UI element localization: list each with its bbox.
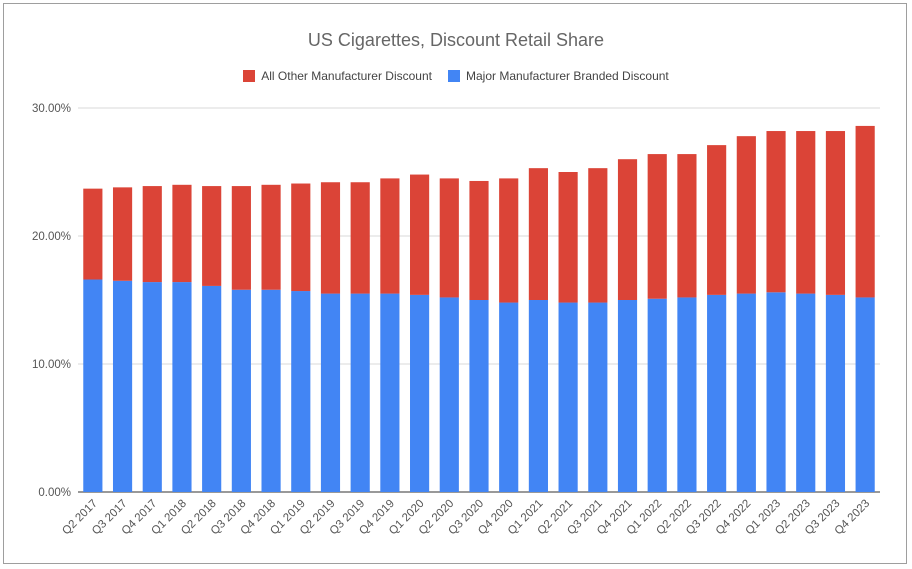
legend-label-all-other: All Other Manufacturer Discount: [261, 69, 432, 83]
bar-major-branded-discount: [469, 300, 489, 492]
bar-all-other-discount: [410, 174, 430, 295]
bar-all-other-discount: [825, 131, 846, 295]
bar-all-other-discount: [796, 131, 816, 294]
bar-all-other-discount: [707, 145, 727, 295]
bar-major-branded-discount: [736, 293, 756, 492]
chart-legend: All Other Manufacturer Discount Major Ma…: [0, 69, 912, 83]
bar-all-other-discount: [172, 184, 192, 283]
bar-major-branded-discount: [825, 294, 846, 492]
bar-all-other-discount: [83, 188, 103, 280]
bar-major-branded-discount: [172, 282, 192, 492]
bar-major-branded-discount: [499, 302, 519, 492]
bar-major-branded-discount: [707, 294, 727, 492]
bar-major-branded-discount: [558, 302, 578, 492]
bar-all-other-discount: [558, 172, 578, 303]
bar-major-branded-discount: [261, 289, 281, 492]
bar-major-branded-discount: [647, 298, 667, 492]
bar-all-other-discount: [677, 154, 697, 298]
y-tick-label: 0.00%: [38, 487, 71, 499]
bar-major-branded-discount: [410, 294, 430, 492]
bar-major-branded-discount: [112, 280, 133, 492]
bar-major-branded-discount: [202, 285, 222, 492]
bar-all-other-discount: [320, 182, 341, 294]
bar-major-branded-discount: [617, 300, 638, 492]
bar-major-branded-discount: [528, 300, 548, 492]
bar-all-other-discount: [528, 168, 548, 300]
bar-major-branded-discount: [855, 297, 875, 492]
bar-all-other-discount: [469, 180, 489, 300]
bar-major-branded-discount: [142, 282, 162, 492]
bar-major-branded-discount: [291, 291, 311, 492]
bar-all-other-discount: [439, 178, 459, 298]
bar-all-other-discount: [142, 186, 162, 283]
bar-major-branded-discount: [588, 302, 608, 492]
y-tick-label: 30.00%: [32, 103, 71, 115]
legend-item-all-other[interactable]: All Other Manufacturer Discount: [243, 69, 432, 83]
bar-major-branded-discount: [83, 279, 103, 492]
bar-major-branded-discount: [231, 289, 251, 492]
chart-title: US Cigarettes, Discount Retail Share: [307, 30, 605, 50]
bar-major-branded-discount: [320, 293, 341, 492]
y-tick-label: 10.00%: [32, 359, 71, 371]
bar-all-other-discount: [261, 184, 281, 290]
bar-all-other-discount: [380, 178, 400, 294]
bar-major-branded-discount: [380, 293, 400, 492]
bar-all-other-discount: [291, 183, 311, 292]
bar-major-branded-discount: [677, 297, 697, 492]
bar-all-other-discount: [350, 182, 370, 294]
y-tick-label: 20.00%: [32, 231, 71, 243]
legend-label-major: Major Manufacturer Branded Discount: [465, 69, 669, 83]
bar-all-other-discount: [231, 186, 251, 290]
bar-all-other-discount: [202, 186, 222, 286]
bar-major-branded-discount: [350, 293, 370, 492]
bar-major-branded-discount: [439, 297, 459, 492]
legend-item-major[interactable]: Major Manufacturer Branded Discount: [447, 69, 669, 83]
bar-all-other-discount: [855, 125, 875, 298]
bar-all-other-discount: [617, 159, 638, 300]
bar-all-other-discount: [766, 131, 786, 293]
legend-swatch-major: [447, 70, 460, 82]
legend-swatch-all-other: [243, 70, 256, 82]
bar-major-branded-discount: [796, 293, 816, 492]
bar-all-other-discount: [499, 178, 519, 303]
bar-all-other-discount: [647, 154, 667, 299]
bar-all-other-discount: [588, 168, 608, 303]
bar-all-other-discount: [736, 136, 756, 294]
bar-major-branded-discount: [766, 292, 786, 492]
bar-all-other-discount: [112, 187, 133, 281]
